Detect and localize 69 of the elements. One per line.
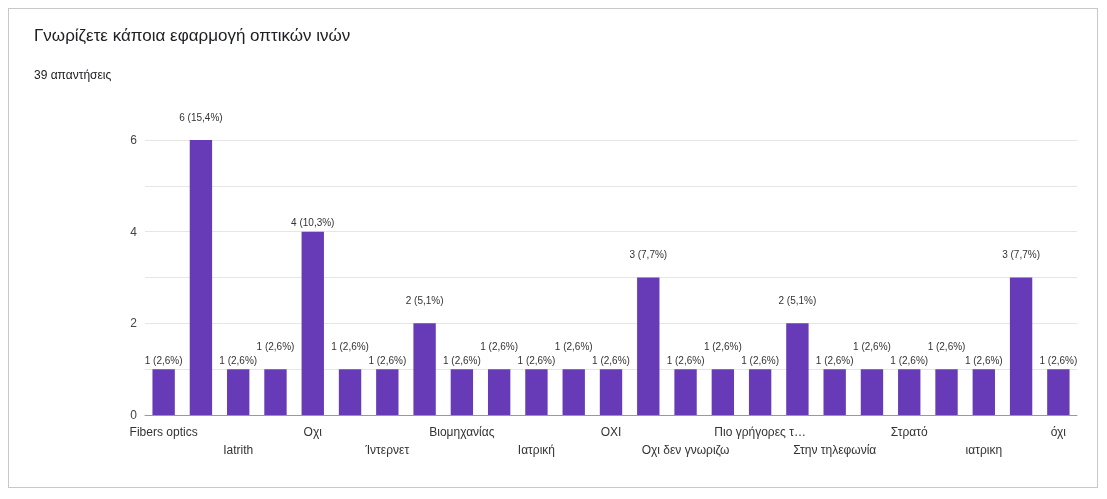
bar [301,231,324,415]
bar [338,369,362,415]
data-label: 1 (2,6%) [256,340,295,352]
bar [450,369,474,415]
data-label: 1 (2,6%) [219,354,258,366]
bar [376,369,399,415]
x-tick-label: Iatrith [223,443,254,457]
x-tick-label: Ιατρική [517,443,556,457]
data-label: 1 (2,6%) [703,340,742,352]
x-tick-label: Στρατό [890,425,928,439]
data-label: 1 (2,6%) [927,340,966,352]
bar [152,369,175,415]
chart-subtitle: 39 απαντήσεις [34,68,112,82]
chart-title: Γνωρίζετε κάποια εφαρμογή οπτικών ινών [34,26,351,46]
data-label: 6 (15,4%) [179,111,223,123]
data-label: 1 (2,6%) [853,340,891,352]
data-label: 1 (2,6%) [480,340,519,352]
bar [525,369,548,415]
x-tick-label: Βιομηχανίας [429,425,495,439]
data-label: 1 (2,6%) [592,354,630,366]
bar [898,369,921,415]
x-tick-label: Οχι [303,425,323,439]
data-label: 1 (2,6%) [1039,354,1078,366]
x-tick-label: Οχι δεν γνωριζω [641,443,730,457]
data-label: 1 (2,6%) [815,354,854,366]
data-label: 4 (10,3%) [291,217,335,229]
data-label: 1 (2,6%) [517,354,556,366]
data-label: 3 (7,7%) [1002,249,1040,260]
bar [935,369,958,415]
x-tick-label: όχι [1050,425,1067,439]
data-label: 1 (2,6%) [890,354,929,366]
x-tick-label: Fibers optics [129,425,198,439]
x-tick-label: Ίντερνετ [364,443,410,457]
data-label: 2 (5,1%) [405,294,444,306]
bar [487,369,511,415]
data-label: 1 (2,6%) [741,354,780,366]
data-label: 1 (2,6%) [331,340,369,352]
bar [1047,369,1070,415]
data-label: 1 (2,6%) [554,340,593,352]
data-label: 1 (2,6%) [964,354,1003,366]
y-tick-label: 6 [130,133,138,147]
bar [637,277,660,415]
y-tick-label: 4 [130,224,138,239]
bar [599,369,623,415]
bar [562,369,585,415]
bar [748,369,772,415]
bar [972,369,995,415]
bar [823,369,846,415]
x-tick-label: ΟΧΙ [600,425,622,439]
y-tick-label: 2 [130,316,138,331]
bar [227,369,250,415]
bar [1009,277,1033,415]
y-tick-label: 0 [130,408,138,422]
data-label: 1 (2,6%) [666,354,705,366]
bar [711,369,735,415]
bar [674,369,697,415]
data-label: 1 (2,6%) [442,354,481,366]
data-label: 1 (2,6%) [144,354,183,366]
bar [413,323,436,415]
bar [189,140,213,415]
data-label: 3 (7,7%) [629,249,668,260]
x-tick-label: ιατρικη [965,443,1003,457]
data-label: 1 (2,6%) [368,354,407,366]
bar [264,369,287,415]
x-tick-label: Πιο γρήγορες τ… [714,425,806,439]
bar [786,323,809,415]
x-tick-label: Στην τηλεφωνία [793,443,877,457]
data-label: 2 (5,1%) [778,294,817,306]
bar [860,369,884,415]
